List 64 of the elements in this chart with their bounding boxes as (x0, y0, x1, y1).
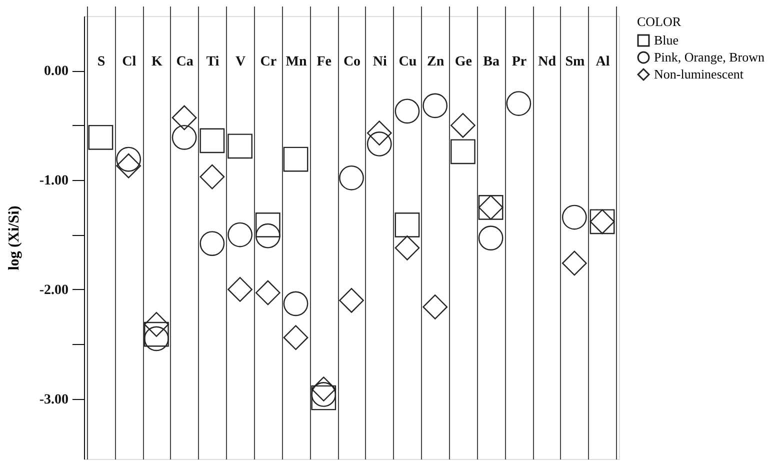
point (283, 325, 308, 350)
point (200, 128, 225, 154)
point (394, 212, 420, 238)
point (366, 132, 392, 156)
x-tick-label: Sm (565, 54, 585, 70)
x-tick-label: Nd (538, 54, 556, 70)
x-tick-label: K (152, 54, 163, 70)
x-tick-label: Co (343, 54, 361, 70)
point (228, 134, 252, 159)
point (144, 322, 169, 347)
point (311, 376, 336, 402)
x-tick-label: Fe (316, 54, 332, 70)
point (228, 277, 252, 302)
point (200, 231, 225, 256)
x-tick-label: Ba (483, 54, 500, 70)
point (172, 105, 197, 130)
legend-label: Non-luminescent (654, 66, 744, 82)
x-tick-label: Cu (398, 54, 417, 70)
legend-title: COLOR (637, 14, 682, 29)
x-tick-label: Al (596, 54, 610, 70)
x-tick-label: S (97, 54, 106, 70)
legend-label: Blue (654, 32, 679, 48)
y-tick-label: -2.00 (39, 282, 68, 298)
x-tick-label: Ca (176, 54, 194, 70)
x-tick-label: Ni (372, 54, 387, 70)
point (450, 139, 476, 164)
point (144, 326, 169, 352)
point (200, 164, 225, 190)
y-tick-label: -3.00 (39, 392, 68, 408)
point (116, 153, 142, 178)
legend-label: Pink, Orange, Brown (654, 50, 765, 64)
x-tick-label: Pr (512, 54, 527, 70)
x-tick-label: Cr (260, 54, 277, 70)
point (255, 223, 280, 248)
point (255, 212, 280, 238)
point (144, 312, 169, 337)
y-tick-label: -1.00 (39, 174, 68, 189)
point (394, 98, 420, 124)
point (562, 250, 587, 276)
x-tick-label: Zn (427, 54, 444, 70)
point (228, 222, 252, 248)
point (422, 294, 448, 320)
point (88, 124, 114, 150)
point (339, 288, 364, 313)
point (172, 125, 197, 150)
point (478, 226, 504, 250)
point (255, 280, 280, 306)
point (116, 146, 142, 172)
y-axis-title: log (Xi/Si) (6, 206, 22, 270)
point (283, 291, 308, 316)
point (366, 120, 392, 146)
x-tick-label: Ge (454, 54, 472, 70)
y-tick-label: 0.00 (44, 64, 68, 80)
point (283, 146, 308, 172)
x-tick-label: Ti (206, 54, 220, 70)
x-tick-label: Cl (122, 54, 136, 70)
point (339, 165, 364, 190)
point (562, 204, 587, 230)
point (506, 91, 532, 116)
point (450, 112, 476, 138)
point (422, 93, 448, 118)
x-tick-label: V (235, 54, 246, 70)
x-tick-label: Mn (286, 54, 307, 70)
point (394, 235, 420, 260)
